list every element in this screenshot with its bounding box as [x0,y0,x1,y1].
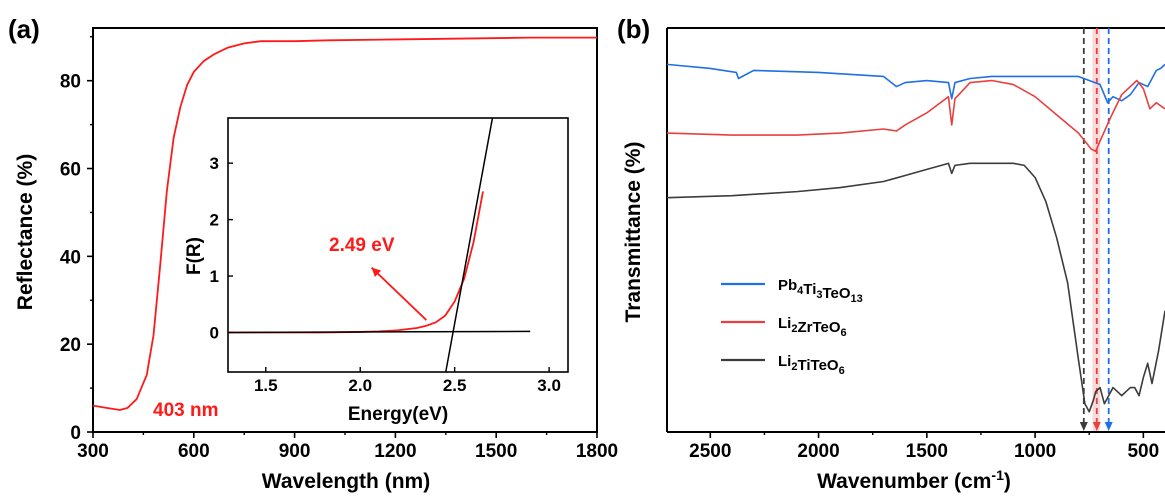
inset-xtick-label: 2.5 [443,376,467,395]
reflectance-panel: Wavelength (nm) Reflectance (%) 403 nm E… [14,27,618,493]
panel-a-xtick-label: 1800 [576,441,618,462]
reference-arrow-head [1079,422,1088,431]
ftir-panel: Wavenumber (cm-1) Transmittance (%) 2500… [622,27,1165,493]
inset-annotation: 2.49 eV [329,235,395,256]
panel-b-legend: Pb4Ti3TeO13 Li2ZrTeO6 Li2TiTeO6 [721,277,863,377]
reference-arrow-head [1104,422,1113,431]
panel-a-ytick-label: 0 [70,423,81,444]
panel-a-ytick-label: 20 [60,335,81,356]
panel-a-xtick-label: 900 [279,441,311,462]
panel-b-xtick-label: 500 [1127,441,1159,462]
panel-a-xtick-label: 1200 [374,441,416,462]
panel-a-xtick-label: 600 [178,441,210,462]
li2titeo6-line [666,162,1165,413]
inset-xlabel: Energy(eV) [348,404,448,425]
panel-a-ylabel: Reflectance (%) [14,154,37,310]
reflectance-line [92,36,597,411]
panel-a-xtick-label: 300 [77,441,109,462]
inset-xtick-label: 2.0 [348,376,372,395]
li2zrteo6-line [666,79,1165,153]
inset-ytick-label: 2 [210,211,219,230]
baseline-line [228,330,531,334]
panel-a-xtick-label: 1500 [475,441,517,462]
pb4ti3teo13-line [666,63,1165,104]
panel-a-annotation: 403 nm [153,400,218,421]
inset-xtick-label: 1.5 [254,376,278,395]
legend-label: Pb4Ti3TeO13 [778,277,863,305]
legend-label: Li2TiTeO6 [778,353,845,377]
inset-ytick-label: 0 [210,323,219,342]
inset-arrow-head [371,267,382,278]
inset-frame [227,117,569,373]
panel-a-ytick-label: 40 [60,247,81,268]
panel-a-label: (a) [8,14,40,44]
inset-ytick-label: 1 [210,267,219,286]
panel-b-xtick-label: 1000 [1014,441,1056,462]
inset-plot-area [228,118,531,372]
reference-arrow-head [1092,422,1101,431]
kubelka-munk-inset: Energy(eV) F(R) 2.49 eV 1.5 2.0 2.5 3.0 0 1 2 3 [184,117,569,425]
panel-b-ylabel: Transmittance (%) [622,142,645,323]
panel-a-ytick-label: 60 [60,160,81,181]
panel-a-ytick-label: 80 [60,72,81,93]
inset-ytick-label: 3 [210,154,219,173]
inset-ylabel: F(R) [184,237,205,275]
panel-b-xtick-label: 2000 [797,441,839,462]
inset-arrow-shaft [370,266,427,321]
panel-b-xlabel: Wavenumber (cm-1) [817,467,1011,493]
inset-xtick-label: 3.0 [537,376,561,395]
legend-label: Li2ZrTeO6 [778,315,847,339]
panel-b-xtick-label: 2500 [689,441,731,462]
panel-a-xlabel: Wavelength (nm) [262,470,430,493]
panel-b-label: (b) [617,14,650,44]
panel-b-xtick-label: 1500 [906,441,948,462]
